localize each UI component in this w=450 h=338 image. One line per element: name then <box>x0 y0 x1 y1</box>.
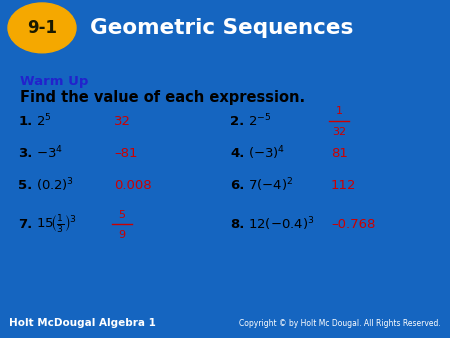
Text: $15\!\left(\frac{1}{3}\right)^{\!3}$: $15\!\left(\frac{1}{3}\right)^{\!3}$ <box>36 214 76 235</box>
Text: $(0.2)^3$: $(0.2)^3$ <box>36 177 74 194</box>
Text: 81: 81 <box>331 147 348 160</box>
Text: 112: 112 <box>331 179 356 192</box>
Text: $(-3)^4$: $(-3)^4$ <box>248 145 286 162</box>
Text: Holt McDougal Algebra 1: Holt McDougal Algebra 1 <box>9 318 156 328</box>
Text: $12(-0.4)^3$: $12(-0.4)^3$ <box>248 216 315 233</box>
Text: 4.: 4. <box>230 147 244 160</box>
Text: 9: 9 <box>118 230 126 240</box>
Text: $2^{-5}$: $2^{-5}$ <box>248 113 271 129</box>
Text: 6.: 6. <box>230 179 244 192</box>
Text: Find the value of each expression.: Find the value of each expression. <box>20 90 306 105</box>
Text: Warm Up: Warm Up <box>20 75 89 89</box>
Text: 8.: 8. <box>230 218 244 231</box>
Text: 1.: 1. <box>18 115 32 128</box>
Text: –81: –81 <box>114 147 138 160</box>
Text: 32: 32 <box>332 127 346 137</box>
Ellipse shape <box>8 3 76 53</box>
Text: Geometric Sequences: Geometric Sequences <box>90 18 353 38</box>
Text: 1: 1 <box>336 106 342 117</box>
Text: 0.008: 0.008 <box>114 179 152 192</box>
Text: –0.768: –0.768 <box>331 218 375 231</box>
Text: 9-1: 9-1 <box>27 19 57 37</box>
Text: 5: 5 <box>119 210 126 220</box>
Text: 2.: 2. <box>230 115 244 128</box>
Text: $-3^4$: $-3^4$ <box>36 145 63 162</box>
Text: $2^5$: $2^5$ <box>36 113 52 129</box>
Text: Copyright © by Holt Mc Dougal. All Rights Reserved.: Copyright © by Holt Mc Dougal. All Right… <box>239 319 441 328</box>
Text: 32: 32 <box>114 115 131 128</box>
Text: 3.: 3. <box>18 147 32 160</box>
Text: 5.: 5. <box>18 179 32 192</box>
Text: $7(-4)^2$: $7(-4)^2$ <box>248 177 293 194</box>
Text: 7.: 7. <box>18 218 32 231</box>
